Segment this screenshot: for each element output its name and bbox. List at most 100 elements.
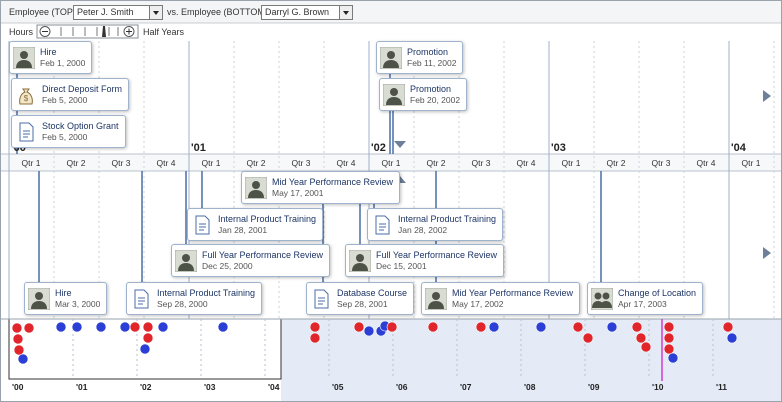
icon-head bbox=[356, 253, 364, 262]
event-title: Direct Deposit Form bbox=[42, 83, 123, 94]
event-card[interactable]: Full Year Performance Review Dec 15, 2001 bbox=[345, 244, 505, 277]
icon-page bbox=[134, 289, 149, 308]
year-label: '02 bbox=[371, 142, 386, 154]
employee-select[interactable]: Darryl G. Brown bbox=[261, 5, 353, 20]
event-dot bbox=[488, 321, 500, 333]
event-title: Mid Year Performance Review bbox=[452, 287, 574, 298]
select-value: Peter J. Smith bbox=[77, 7, 134, 17]
icon-head bbox=[252, 180, 260, 189]
icon-head bbox=[182, 253, 190, 262]
event-date: Dec 25, 2000 bbox=[202, 260, 253, 271]
zoom-ticks bbox=[60, 27, 119, 36]
event-card[interactable]: Change of Location Apr 17, 2003 bbox=[587, 282, 704, 315]
scroll-right[interactable] bbox=[763, 247, 771, 259]
event-dot bbox=[119, 321, 131, 333]
event-text: Promotion Feb 20, 2002 bbox=[410, 84, 460, 106]
event-dot bbox=[386, 321, 398, 333]
event-text: Internal Product Training Jan 28, 2001 bbox=[218, 214, 316, 236]
icon-head bbox=[594, 292, 602, 299]
event-text: Hire Feb 1, 2000 bbox=[40, 47, 85, 69]
event-dot bbox=[572, 321, 584, 333]
event-card[interactable]: Promotion Feb 20, 2002 bbox=[379, 78, 468, 111]
event-dot bbox=[631, 321, 643, 333]
year-label: '03 bbox=[551, 142, 566, 154]
event-date: Jan 28, 2001 bbox=[218, 224, 268, 235]
event-dot bbox=[11, 322, 23, 334]
quarter-label: Qtr 3 bbox=[651, 158, 671, 168]
event-title: Full Year Performance Review bbox=[202, 249, 324, 260]
event-icon bbox=[425, 287, 447, 310]
icon-sign: $ bbox=[24, 94, 29, 103]
event-dot bbox=[663, 332, 675, 344]
event-card[interactable]: Hire Mar 3, 2000 bbox=[24, 282, 108, 315]
icon-lines bbox=[379, 223, 386, 230]
event-card[interactable]: Hire Feb 1, 2000 bbox=[9, 41, 93, 74]
event-title: Promotion bbox=[407, 46, 449, 57]
icon-page bbox=[19, 122, 34, 141]
icon-page bbox=[375, 215, 390, 234]
zoom-slider[interactable] bbox=[36, 24, 139, 39]
event-icon bbox=[134, 289, 149, 308]
event-dot bbox=[582, 332, 594, 344]
overview-year-label: '09 bbox=[588, 382, 600, 392]
event-card[interactable]: Internal Product Training Jan 28, 2001 bbox=[187, 208, 324, 241]
event-icon bbox=[195, 215, 210, 234]
icon-head bbox=[602, 292, 610, 299]
event-card[interactable]: Database Course Sep 28, 2001 bbox=[306, 282, 415, 315]
quarter-label: Qtr 4 bbox=[336, 158, 356, 168]
overview-year-label: '07 bbox=[460, 382, 472, 392]
overview-year-label: '10 bbox=[652, 382, 664, 392]
overview-year-label: '08 bbox=[524, 382, 536, 392]
event-date: May 17, 2002 bbox=[452, 298, 504, 309]
event-card[interactable]: Mid Year Performance Review May 17, 2002 bbox=[421, 282, 581, 315]
quarter-label: Qtr 1 bbox=[201, 158, 221, 168]
event-date: Feb 1, 2000 bbox=[40, 57, 86, 68]
event-card[interactable]: Full Year Performance Review Dec 25, 2000 bbox=[171, 244, 331, 277]
overview-year-label: '06 bbox=[396, 382, 408, 392]
event-card[interactable]: Mid Year Performance Review May 17, 2001 bbox=[241, 171, 401, 204]
icon-body bbox=[178, 262, 194, 271]
event-title: Mid Year Performance Review bbox=[272, 176, 394, 187]
event-date: Feb 5, 2000 bbox=[42, 131, 88, 142]
zoom-thumb[interactable] bbox=[102, 26, 106, 37]
quarter-label: Qtr 4 bbox=[156, 158, 176, 168]
event-title: Stock Option Grant bbox=[42, 120, 119, 131]
event-title: Change of Location bbox=[618, 287, 697, 298]
icon-page bbox=[195, 215, 210, 234]
event-date: Mar 3, 2000 bbox=[55, 298, 101, 309]
event-dot bbox=[363, 325, 375, 337]
event-card[interactable]: Internal Product Training Jan 28, 2002 bbox=[367, 208, 504, 241]
event-dot bbox=[663, 343, 675, 355]
scroll-down[interactable] bbox=[394, 141, 406, 148]
event-card[interactable]: Promotion Feb 11, 2002 bbox=[376, 41, 464, 74]
event-dot bbox=[309, 321, 321, 333]
event-title: Hire bbox=[55, 287, 72, 298]
quarter-label: Qtr 2 bbox=[606, 158, 626, 168]
event-text: Database Course Sep 28, 2001 bbox=[337, 288, 407, 310]
event-date: Feb 5, 2000 bbox=[42, 94, 88, 105]
icon-head bbox=[35, 291, 43, 300]
quarter-label: Qtr 1 bbox=[21, 158, 41, 168]
quarter-label: Qtr 1 bbox=[741, 158, 761, 168]
event-card[interactable]: $ Direct Deposit Form Feb 5, 2000 bbox=[11, 78, 130, 111]
overview-year-label: '01 bbox=[76, 382, 88, 392]
event-icon bbox=[591, 287, 613, 310]
quarter-label: Qtr 4 bbox=[516, 158, 536, 168]
zoom-label: Half Years bbox=[143, 27, 185, 37]
scroll-right[interactable] bbox=[763, 90, 771, 102]
event-dot bbox=[726, 332, 738, 344]
employee-select[interactable]: Peter J. Smith bbox=[73, 5, 163, 20]
event-dot bbox=[55, 321, 67, 333]
icon-body bbox=[383, 59, 399, 68]
event-dot bbox=[13, 344, 25, 356]
event-dot bbox=[353, 321, 365, 333]
event-icon bbox=[380, 46, 402, 69]
event-text: Mid Year Performance Review May 17, 2002 bbox=[452, 288, 573, 310]
event-icon: $ bbox=[19, 88, 33, 104]
event-dot bbox=[635, 332, 647, 344]
event-card[interactable]: Internal Product Training Sep 28, 2000 bbox=[126, 282, 263, 315]
icon-head bbox=[432, 291, 440, 300]
event-card[interactable]: Stock Option Grant Feb 5, 2000 bbox=[11, 115, 126, 148]
event-dot bbox=[139, 343, 151, 355]
